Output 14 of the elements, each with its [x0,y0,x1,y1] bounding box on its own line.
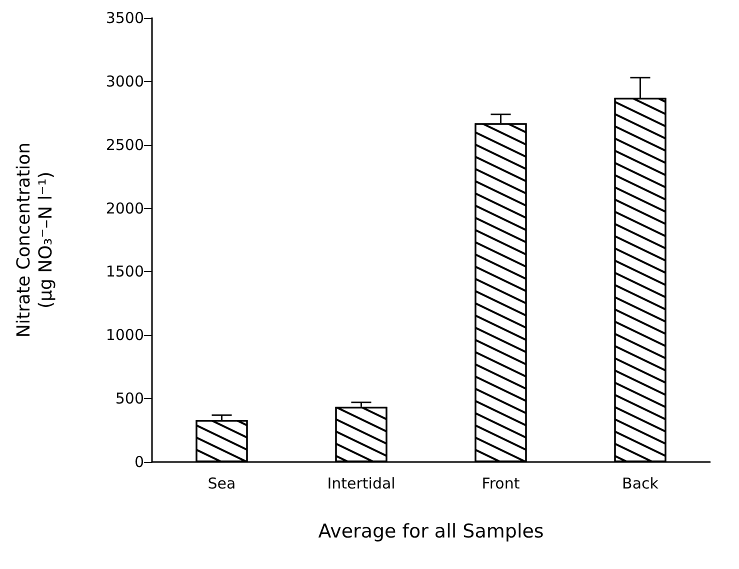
x-tick-label: Sea [208,474,236,492]
y-tick-label: 1000 [106,326,144,344]
y-tick-label: 2500 [106,136,144,154]
y-tick-label: 0 [134,453,144,471]
y-tick-label: 2000 [106,199,144,218]
y-tick-label: 3500 [106,9,144,27]
y-axis-title: Nitrate Concentration (μg NO₃⁻–N l⁻¹) [14,142,56,338]
y-tick-label: 500 [115,390,144,408]
y-tick-label: 3000 [106,72,144,90]
y-tick-label: 1500 [106,262,144,281]
x-tick-label: Intertidal [327,474,396,492]
x-tick-label: Front [482,474,520,492]
x-tick-label: Back [622,474,659,492]
x-axis-title: Average for all Samples [318,520,544,542]
